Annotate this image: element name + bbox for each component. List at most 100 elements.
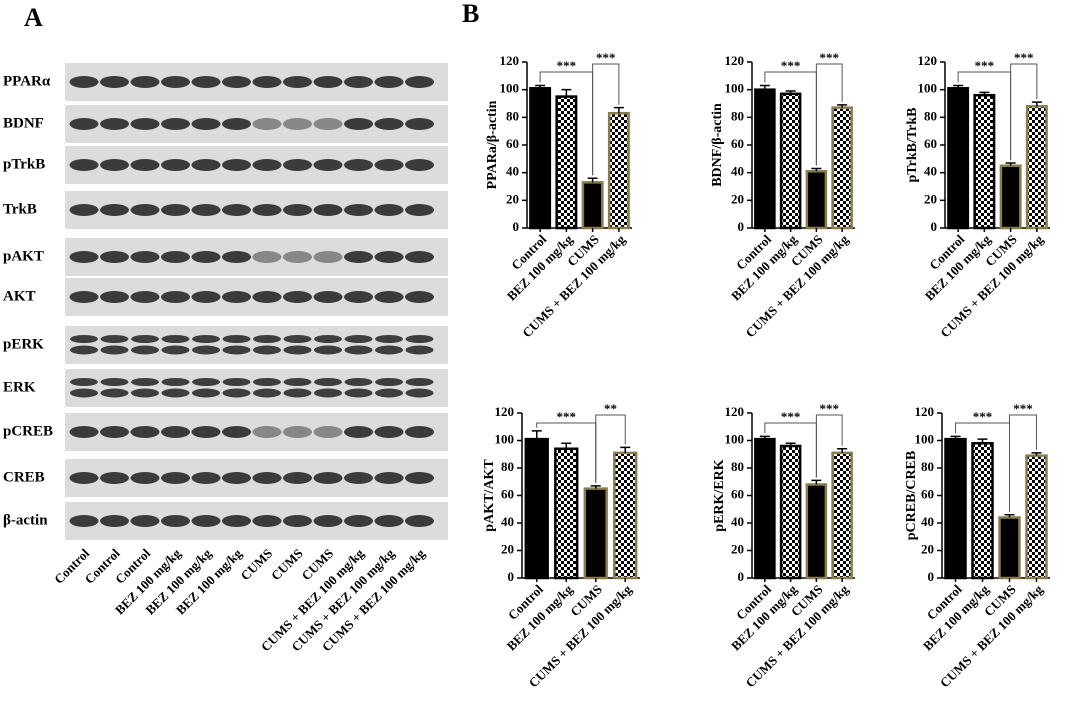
blot-band (161, 388, 190, 398)
y-tick-label: 80 (924, 108, 937, 123)
blot-band (375, 388, 403, 398)
blot-band (131, 335, 159, 343)
bar (583, 487, 608, 580)
blot-band (405, 159, 434, 171)
blot-band (222, 251, 251, 263)
blot-band (405, 388, 434, 398)
blot-band (192, 335, 220, 343)
blot-band (70, 388, 98, 398)
significance-bracket (1010, 63, 1038, 160)
blot-band (130, 515, 160, 527)
error-bar (759, 84, 770, 90)
blot-band (405, 426, 434, 438)
blot-band (100, 118, 129, 130)
blot-band (161, 291, 190, 303)
blot-band (161, 472, 190, 484)
blot-band (405, 118, 434, 130)
blot-band (130, 118, 160, 130)
y-axis-label: pERK/ERK (712, 459, 727, 531)
y-tick-label: 0 (513, 219, 520, 234)
blot-band (344, 291, 373, 303)
blot-band (405, 345, 434, 355)
bar (831, 106, 853, 230)
y-tick-label: 80 (731, 108, 744, 123)
blot-band (100, 291, 129, 303)
blot-band (374, 291, 404, 303)
blot-band (222, 291, 251, 303)
y-tick-label: 20 (501, 541, 514, 556)
bar (971, 442, 994, 580)
blot-band (130, 204, 160, 216)
y-tick-label: 20 (506, 191, 519, 206)
blot-band (252, 251, 282, 263)
significance-label: *** (781, 409, 801, 424)
panel-label: A (24, 3, 43, 32)
blot-band (314, 345, 342, 355)
blot-band (69, 251, 99, 263)
blot-band (344, 426, 373, 438)
blot-band (70, 345, 98, 355)
blot-band (161, 76, 190, 88)
y-tick-label: 80 (501, 459, 514, 474)
blot-band (405, 335, 434, 343)
blot-band (252, 204, 282, 216)
blot-band (252, 76, 282, 88)
bar (581, 181, 604, 230)
blot-band (161, 159, 190, 171)
error-bar (1031, 101, 1042, 107)
blot-band (69, 426, 99, 438)
blot-band (222, 345, 251, 355)
blot-band (100, 345, 129, 355)
blot-band (131, 388, 159, 398)
blot-strip (65, 369, 448, 407)
blot-band (222, 515, 251, 527)
blot-band (69, 204, 99, 216)
error-bar (759, 435, 770, 440)
blot-band (130, 159, 160, 171)
blot-band (313, 472, 343, 484)
error-bar (590, 485, 601, 489)
blot-band (283, 388, 312, 398)
blot-band (222, 426, 251, 438)
y-tick-label: 20 (921, 541, 934, 556)
blot-band (192, 388, 220, 398)
blot-row-label: PPARα (3, 73, 51, 89)
y-tick-label: 60 (921, 486, 934, 501)
blot-band (314, 378, 342, 386)
y-tick-label: 0 (508, 569, 515, 584)
bar (999, 164, 1022, 230)
error-bar (561, 442, 572, 449)
blot-band (252, 159, 282, 171)
blot-band (252, 118, 282, 130)
error-bar (613, 106, 624, 114)
blot-band (344, 472, 373, 484)
error-bar (977, 438, 988, 444)
blot-band (161, 345, 190, 355)
blot-band (70, 378, 98, 386)
blot-band (100, 426, 129, 438)
bar (944, 437, 967, 580)
blot-band (253, 335, 281, 343)
blot-band (283, 204, 312, 216)
blot-band (283, 378, 312, 386)
y-axis-label: pTrkB/TrkB (905, 108, 920, 183)
blot-band (161, 251, 190, 263)
y-tick-label: 40 (731, 514, 744, 529)
y-tick-label: 0 (738, 219, 745, 234)
blot-band (253, 388, 281, 398)
blot-band (405, 472, 434, 484)
blot-row-label: pAKT (3, 248, 44, 264)
y-tick-label: 120 (495, 404, 515, 419)
bar (613, 451, 638, 580)
blot-band (314, 335, 342, 343)
blot-band (374, 472, 404, 484)
blot-band (283, 118, 312, 130)
blot-band (313, 291, 343, 303)
blot-band (191, 472, 221, 484)
error-bar (1004, 514, 1015, 518)
error-bar (811, 167, 822, 172)
bar (973, 93, 996, 230)
blot-band (283, 251, 312, 263)
blot-band (313, 76, 343, 88)
